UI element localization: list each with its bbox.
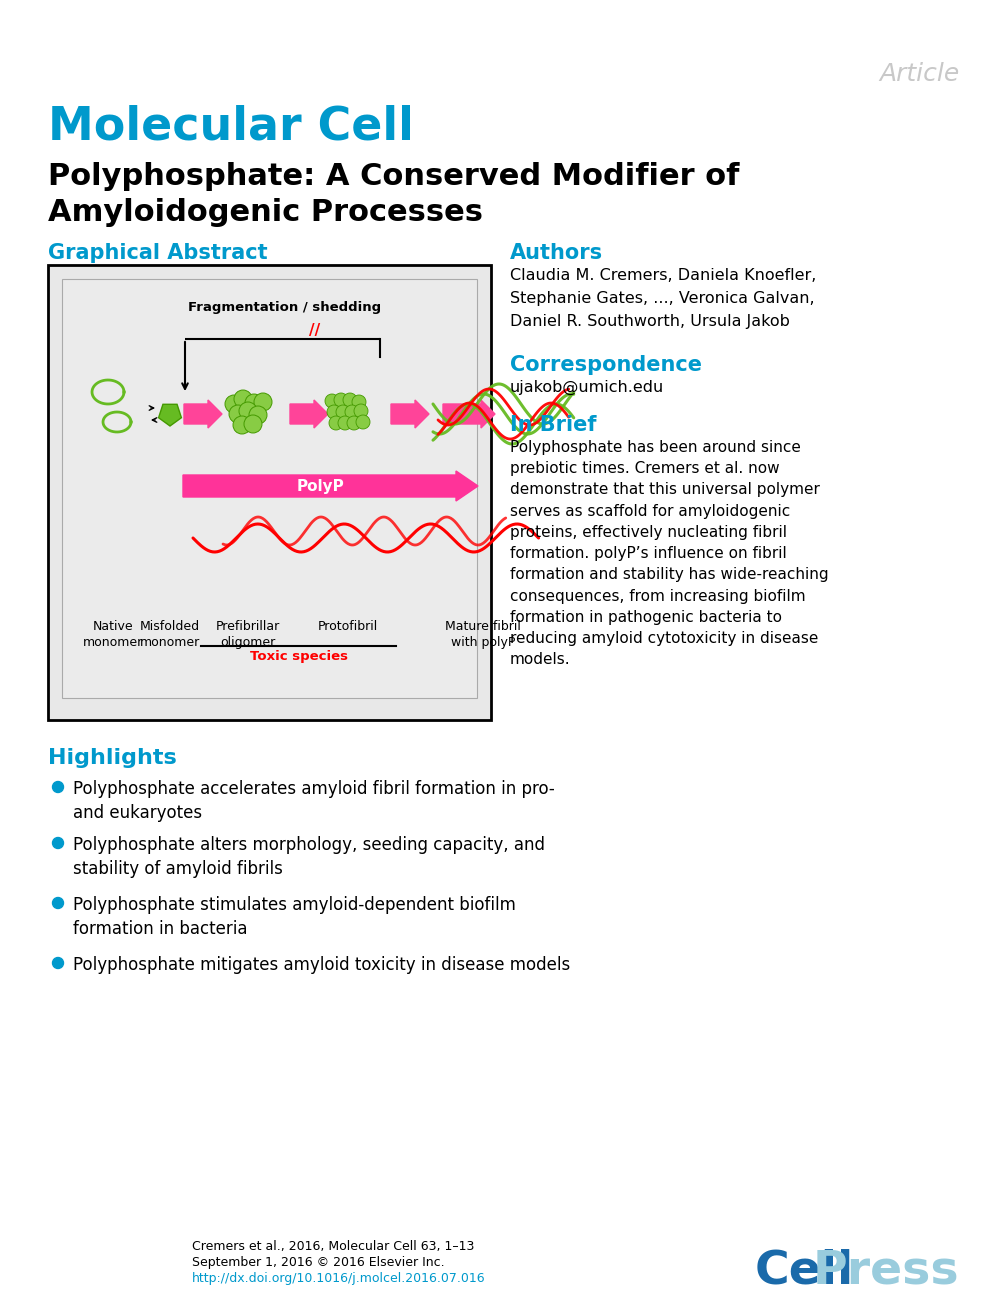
Text: Press: Press <box>813 1248 960 1293</box>
Text: http://dx.doi.org/10.1016/j.molcel.2016.07.016: http://dx.doi.org/10.1016/j.molcel.2016.… <box>192 1272 485 1285</box>
Text: Fragmentation / shedding: Fragmentation / shedding <box>189 301 382 315</box>
Circle shape <box>52 838 63 848</box>
Text: Article: Article <box>879 63 960 86</box>
Circle shape <box>356 415 370 429</box>
Text: Cremers et al., 2016, Molecular Cell 63, 1–13: Cremers et al., 2016, Molecular Cell 63,… <box>192 1240 474 1253</box>
Text: Correspondence: Correspondence <box>510 355 702 375</box>
Circle shape <box>254 393 272 411</box>
FancyArrow shape <box>391 401 429 428</box>
Text: Stephanie Gates, ..., Veronica Galvan,: Stephanie Gates, ..., Veronica Galvan, <box>510 291 815 305</box>
FancyBboxPatch shape <box>62 279 477 698</box>
Circle shape <box>347 416 361 431</box>
Text: Misfolded
monomer: Misfolded monomer <box>140 620 200 649</box>
Text: September 1, 2016 © 2016 Elsevier Inc.: September 1, 2016 © 2016 Elsevier Inc. <box>192 1255 444 1268</box>
Circle shape <box>225 395 243 412</box>
Circle shape <box>229 405 247 423</box>
Text: Molecular Cell: Molecular Cell <box>48 104 414 150</box>
Text: Polyphosphate mitigates amyloid toxicity in disease models: Polyphosphate mitigates amyloid toxicity… <box>73 957 570 974</box>
Text: Toxic species: Toxic species <box>249 650 348 663</box>
Circle shape <box>338 416 352 431</box>
Text: Amyloidogenic Processes: Amyloidogenic Processes <box>48 198 483 227</box>
Text: Cell: Cell <box>755 1248 854 1293</box>
FancyArrow shape <box>443 401 495 428</box>
Circle shape <box>336 405 350 419</box>
Circle shape <box>233 416 251 435</box>
Text: ujakob@umich.edu: ujakob@umich.edu <box>510 380 664 395</box>
Circle shape <box>345 405 359 419</box>
FancyArrow shape <box>184 401 222 428</box>
FancyBboxPatch shape <box>48 265 491 720</box>
Circle shape <box>245 394 263 412</box>
Circle shape <box>244 415 262 433</box>
Text: Daniel R. Southworth, Ursula Jakob: Daniel R. Southworth, Ursula Jakob <box>510 315 790 329</box>
Circle shape <box>354 405 368 418</box>
Circle shape <box>329 416 343 431</box>
Text: Prefibrillar
oligomer: Prefibrillar oligomer <box>216 620 280 649</box>
Text: Protofibril: Protofibril <box>318 620 378 633</box>
FancyArrow shape <box>183 471 478 501</box>
Text: In Brief: In Brief <box>510 415 597 435</box>
Circle shape <box>234 390 252 408</box>
Text: Mature fibril
with polyP: Mature fibril with polyP <box>445 620 521 649</box>
Text: Polyphosphate accelerates amyloid fibril formation in pro-
and eukaryotes: Polyphosphate accelerates amyloid fibril… <box>73 780 555 822</box>
Circle shape <box>52 958 63 968</box>
FancyArrow shape <box>290 401 328 428</box>
Circle shape <box>343 393 357 407</box>
Circle shape <box>249 406 267 424</box>
Text: Polyphosphate has been around since
prebiotic times. Cremers et al. now
demonstr: Polyphosphate has been around since preb… <box>510 440 829 667</box>
Circle shape <box>325 394 339 408</box>
Text: Graphical Abstract: Graphical Abstract <box>48 243 267 264</box>
Circle shape <box>239 402 257 420</box>
Circle shape <box>52 782 63 792</box>
Text: Polyphosphate stimulates amyloid-dependent biofilm
formation in bacteria: Polyphosphate stimulates amyloid-depende… <box>73 897 516 938</box>
Circle shape <box>334 393 348 407</box>
Text: Native
monomer: Native monomer <box>82 620 143 649</box>
Text: Polyphosphate: A Conserved Modifier of: Polyphosphate: A Conserved Modifier of <box>48 162 740 191</box>
Text: //: // <box>310 324 321 338</box>
Text: Highlights: Highlights <box>48 748 177 769</box>
Circle shape <box>52 898 63 908</box>
Text: Authors: Authors <box>510 243 603 264</box>
Text: PolyP: PolyP <box>296 479 345 493</box>
Polygon shape <box>159 405 182 425</box>
Text: Claudia M. Cremers, Daniela Knoefler,: Claudia M. Cremers, Daniela Knoefler, <box>510 268 816 283</box>
Circle shape <box>327 405 341 419</box>
Text: Polyphosphate alters morphology, seeding capacity, and
stability of amyloid fibr: Polyphosphate alters morphology, seeding… <box>73 837 545 878</box>
Circle shape <box>352 395 366 408</box>
